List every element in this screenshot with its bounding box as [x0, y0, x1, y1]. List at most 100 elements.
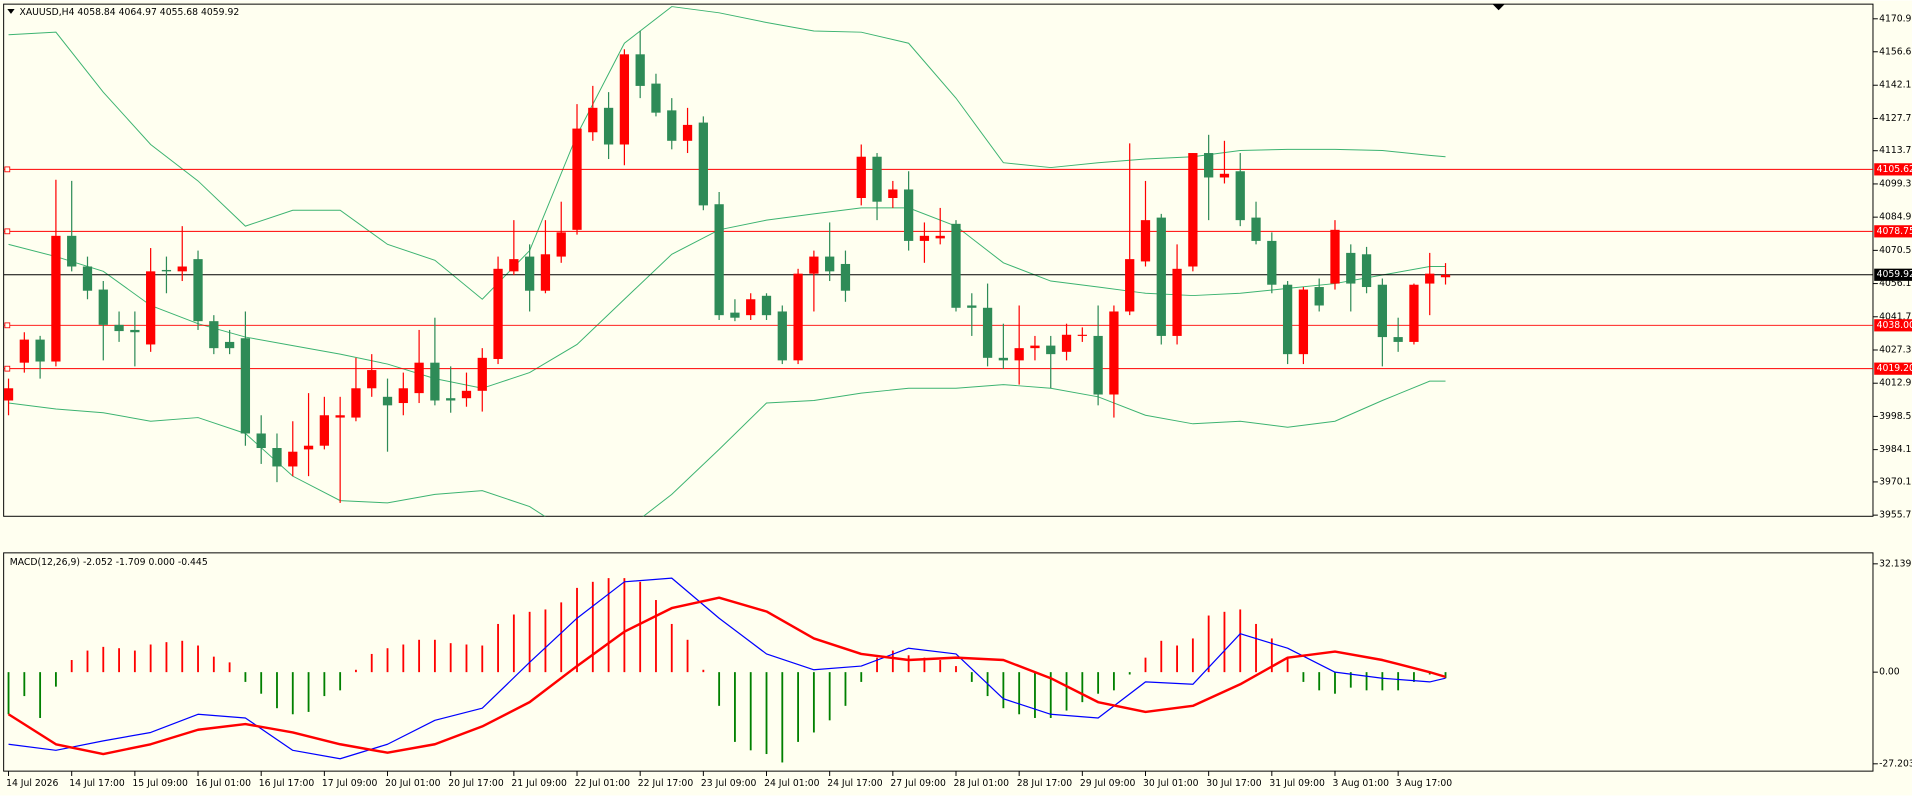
histogram-bar	[1144, 657, 1147, 673]
chart-title: XAUUSD,H4 4058.84 4064.97 4055.68 4059.9…	[20, 7, 240, 18]
level-marker	[4, 228, 11, 235]
candle-body	[414, 362, 424, 394]
histogram-bar	[749, 672, 752, 751]
candle-body	[872, 156, 882, 202]
macd-title: MACD(12,26,9) -2.052 -1.709 0.000 -0.445	[10, 557, 208, 568]
candle-body	[193, 259, 203, 322]
histogram-bar	[1302, 672, 1305, 682]
x-tick-label: 14 Jul 17:00	[69, 778, 125, 789]
candle-body	[1204, 153, 1214, 178]
histogram-bar	[1381, 672, 1384, 691]
histogram-bar	[860, 672, 863, 682]
candle-body	[525, 256, 535, 291]
histogram-bar	[923, 657, 926, 673]
level-label: 4019.20	[1877, 363, 1912, 374]
y-tick-label: 3955.70	[1879, 510, 1912, 521]
axes: 4170.90 4156.60 4142.10 4127.70 4113.70 4099.…	[4, 13, 1912, 789]
candle-body	[224, 341, 235, 349]
candle-body	[1251, 217, 1261, 241]
histogram-bar	[655, 600, 657, 673]
candle-body	[1330, 229, 1340, 284]
histogram-bar	[212, 656, 215, 673]
y-tick-label: 4041.70	[1879, 311, 1912, 322]
candle-body	[177, 266, 187, 272]
y-tick-label: 3984.10	[1879, 444, 1912, 455]
histogram-bar	[844, 672, 847, 706]
candle-body	[3, 388, 14, 401]
histogram-bar	[181, 640, 184, 673]
candle-body	[1140, 220, 1151, 262]
candle-body	[1267, 240, 1277, 285]
x-tick-label: 23 Jul 09:00	[701, 778, 757, 789]
histogram-bar	[449, 643, 452, 673]
histogram-bar	[1286, 657, 1289, 673]
candle-body	[51, 235, 61, 362]
level-marker	[4, 365, 11, 372]
candle-body	[651, 83, 661, 113]
histogram-bar	[102, 646, 105, 673]
histogram-bar	[355, 669, 357, 673]
histogram-bar	[1065, 672, 1068, 711]
histogram-bar	[512, 614, 515, 673]
level-marker	[4, 166, 11, 173]
x-tick-label: 3 Aug 01:00	[1333, 778, 1390, 789]
level-label: 4105.62	[1877, 164, 1912, 175]
candle-body	[1125, 259, 1135, 312]
level-label-box	[1874, 225, 1912, 238]
x-tick-label: 14 Jul 2026	[6, 778, 58, 789]
candle-body	[1425, 273, 1435, 284]
histogram-bar	[560, 602, 563, 673]
histogram-bar	[1128, 672, 1131, 675]
candle-body	[1361, 254, 1372, 288]
candle-body	[730, 312, 740, 318]
candle-body	[698, 122, 708, 206]
candle-body	[1172, 268, 1182, 336]
histogram-bar	[1255, 623, 1257, 673]
histogram-bar	[54, 672, 57, 687]
histogram-bar	[1349, 672, 1352, 688]
current-price-label: 4059.92	[1877, 269, 1912, 280]
histogram-bar	[276, 672, 278, 709]
histogram-bar	[1365, 672, 1368, 691]
x-tick-label: 20 Jul 17:00	[448, 778, 504, 789]
histogram-bar	[1223, 611, 1226, 673]
histogram-bar	[1334, 672, 1336, 694]
candle-body	[430, 362, 440, 401]
histogram-bar	[1270, 638, 1273, 673]
histogram-bar	[797, 672, 800, 742]
menu-arrow[interactable]	[7, 9, 15, 14]
candle-body	[1409, 284, 1419, 342]
histogram-bar	[70, 660, 73, 673]
candle-body	[240, 338, 251, 434]
histogram-bar	[402, 644, 405, 673]
candle-body	[793, 273, 803, 361]
x-tick-label: 21 Jul 09:00	[511, 778, 567, 789]
histogram-bar	[939, 660, 942, 673]
candle-body	[951, 223, 961, 308]
signal-line	[7, 596, 1446, 756]
histogram-bar	[1191, 638, 1194, 673]
histogram-bar	[1002, 672, 1005, 709]
candle-body	[619, 54, 630, 145]
candle-body	[1188, 153, 1198, 267]
histogram-bar	[528, 611, 531, 673]
candle-body	[540, 254, 551, 291]
histogram-bar	[955, 666, 957, 673]
histogram-bar	[228, 662, 231, 673]
candle-body	[1298, 289, 1309, 355]
histogram-bar	[23, 672, 26, 697]
histogram-bar	[307, 672, 310, 712]
macd-plot	[7, 577, 1447, 763]
histogram-bar	[1176, 645, 1178, 673]
level-label-box	[1874, 319, 1912, 332]
histogram-bar	[544, 609, 547, 673]
histogram-bar	[339, 672, 342, 691]
candle-body	[477, 357, 487, 391]
candle-body	[1235, 171, 1245, 221]
histogram-bar	[1049, 672, 1052, 718]
candle-body	[888, 189, 898, 199]
candle-body	[840, 263, 851, 291]
candle-body	[398, 388, 408, 404]
histogram-bar	[765, 672, 768, 755]
